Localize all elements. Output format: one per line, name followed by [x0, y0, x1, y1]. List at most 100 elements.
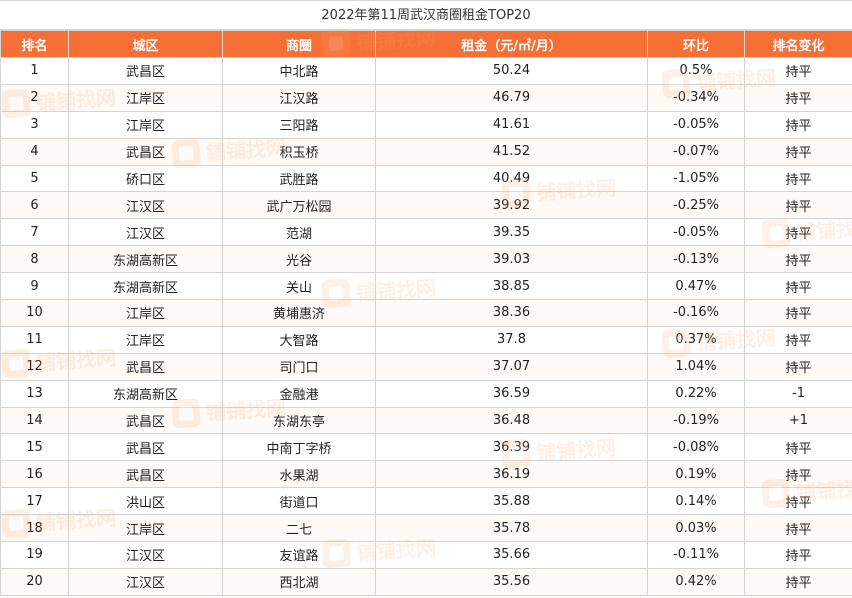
district-cell: 江汉区 — [68, 218, 223, 247]
rank-cell: 3 — [0, 110, 69, 139]
rank-change-cell: 持平 — [744, 487, 852, 516]
table-row: 4 武昌区 积玉桥 41.52 -0.07% 持平 — [0, 137, 852, 166]
mom-change-cell: 0.37% — [647, 325, 745, 354]
district-cell: 江岸区 — [68, 514, 223, 543]
district-cell: 武昌区 — [68, 433, 223, 462]
rank-change-cell: 持平 — [744, 433, 852, 462]
table-row: 11 江岸区 大智路 37.8 0.37% 持平 — [0, 325, 852, 354]
rent-cell: 36.48 — [375, 406, 648, 435]
table-row: 16 武昌区 水果湖 36.19 0.19% 持平 — [0, 460, 852, 489]
mom-change-cell: -0.19% — [647, 406, 745, 435]
column-header-rank-change: 排名变化 — [744, 30, 852, 58]
mom-change-cell: 1.04% — [647, 352, 745, 381]
business-area-cell: 友谊路 — [222, 541, 376, 569]
rank-cell: 13 — [0, 379, 69, 408]
table-row: 20 江汉区 西北湖 35.56 0.42% 持平 — [0, 567, 852, 596]
business-area-cell: 积玉桥 — [222, 137, 376, 166]
business-area-cell: 江汉路 — [222, 83, 376, 112]
table-row: 5 硚口区 武胜路 40.49 -1.05% 持平 — [0, 164, 852, 193]
rank-change-cell: 持平 — [744, 57, 852, 85]
table-row: 12 武昌区 司门口 37.07 1.04% 持平 — [0, 352, 852, 381]
rent-cell: 38.85 — [375, 272, 648, 301]
column-header-rent: 租金（元/㎡/月） — [375, 30, 648, 58]
rank-change-cell: 持平 — [744, 164, 852, 193]
table-row: 8 东湖高新区 光谷 39.03 -0.13% 持平 — [0, 245, 852, 274]
business-area-cell: 街道口 — [222, 487, 376, 516]
district-cell: 东湖高新区 — [68, 245, 223, 274]
table-row: 1 武昌区 中北路 50.24 0.5% 持平 — [0, 57, 852, 85]
business-area-cell: 中北路 — [222, 57, 376, 85]
rent-cell: 35.56 — [375, 567, 648, 596]
rank-change-cell: 持平 — [744, 272, 852, 301]
rank-cell: 19 — [0, 541, 69, 569]
rent-cell: 38.36 — [375, 299, 648, 327]
mom-change-cell: 0.19% — [647, 460, 745, 489]
column-header-district: 城区 — [68, 30, 223, 58]
rank-cell: 6 — [0, 191, 69, 220]
column-header-business-area: 商圈 — [222, 30, 376, 58]
table-row: 19 江汉区 友谊路 35.66 -0.11% 持平 — [0, 541, 852, 569]
business-area-cell: 金融港 — [222, 379, 376, 408]
rent-cell: 35.66 — [375, 541, 648, 569]
table-row: 10 江岸区 黄埔惠济 38.36 -0.16% 持平 — [0, 299, 852, 327]
district-cell: 江汉区 — [68, 567, 223, 596]
business-area-cell: 中南丁字桥 — [222, 433, 376, 462]
district-cell: 江汉区 — [68, 191, 223, 220]
mom-change-cell: -1.05% — [647, 164, 745, 193]
rank-change-cell: 持平 — [744, 299, 852, 327]
district-cell: 江岸区 — [68, 325, 223, 354]
mom-change-cell: -0.25% — [647, 191, 745, 220]
mom-change-cell: 0.5% — [647, 57, 745, 85]
district-cell: 江岸区 — [68, 299, 223, 327]
mom-change-cell: 0.14% — [647, 487, 745, 516]
business-area-cell: 西北湖 — [222, 567, 376, 596]
table-row: 2 江岸区 江汉路 46.79 -0.34% 持平 — [0, 83, 852, 112]
district-cell: 江汉区 — [68, 541, 223, 569]
mom-change-cell: -0.08% — [647, 433, 745, 462]
rank-cell: 12 — [0, 352, 69, 381]
rent-cell: 50.24 — [375, 57, 648, 85]
mom-change-cell: -0.05% — [647, 218, 745, 247]
business-area-cell: 东湖东亭 — [222, 406, 376, 435]
rank-change-cell: 持平 — [744, 191, 852, 220]
column-header-rank: 排名 — [0, 30, 69, 58]
district-cell: 江岸区 — [68, 110, 223, 139]
rent-cell: 41.52 — [375, 137, 648, 166]
rank-cell: 2 — [0, 83, 69, 112]
district-cell: 硚口区 — [68, 164, 223, 193]
rent-cell: 35.78 — [375, 514, 648, 543]
rent-cell: 36.59 — [375, 379, 648, 408]
business-area-cell: 大智路 — [222, 325, 376, 354]
table-row: 3 江岸区 三阳路 41.61 -0.05% 持平 — [0, 110, 852, 139]
rank-change-cell: 持平 — [744, 541, 852, 569]
rank-change-cell: 持平 — [744, 352, 852, 381]
rank-cell: 11 — [0, 325, 69, 354]
district-cell: 江岸区 — [68, 83, 223, 112]
mom-change-cell: -0.07% — [647, 137, 745, 166]
rank-change-cell: 持平 — [744, 567, 852, 596]
business-area-cell: 二七 — [222, 514, 376, 543]
business-area-cell: 武广万松园 — [222, 191, 376, 220]
rent-ranking-table: 排名 城区 商圈 租金（元/㎡/月） 环比 排名变化 1 武昌区 中北路 50.24 0… — [0, 30, 852, 596]
rank-change-cell: 持平 — [744, 245, 852, 274]
table-row: 15 武昌区 中南丁字桥 36.39 -0.08% 持平 — [0, 433, 852, 462]
business-area-cell: 范湖 — [222, 218, 376, 247]
rent-cell: 41.61 — [375, 110, 648, 139]
district-cell: 武昌区 — [68, 137, 223, 166]
rank-change-cell: -1 — [744, 379, 852, 408]
table-row: 7 江汉区 范湖 39.35 -0.05% 持平 — [0, 218, 852, 247]
district-cell: 东湖高新区 — [68, 379, 223, 408]
mom-change-cell: 0.47% — [647, 272, 745, 301]
business-area-cell: 三阳路 — [222, 110, 376, 139]
rank-change-cell: 持平 — [744, 325, 852, 354]
rank-cell: 4 — [0, 137, 69, 166]
rank-cell: 5 — [0, 164, 69, 193]
rent-cell: 36.39 — [375, 433, 648, 462]
rank-cell: 14 — [0, 406, 69, 435]
rank-cell: 8 — [0, 245, 69, 274]
rank-change-cell: 持平 — [744, 83, 852, 112]
district-cell: 武昌区 — [68, 57, 223, 85]
column-header-mom-change: 环比 — [647, 30, 745, 58]
rank-change-cell: 持平 — [744, 460, 852, 489]
